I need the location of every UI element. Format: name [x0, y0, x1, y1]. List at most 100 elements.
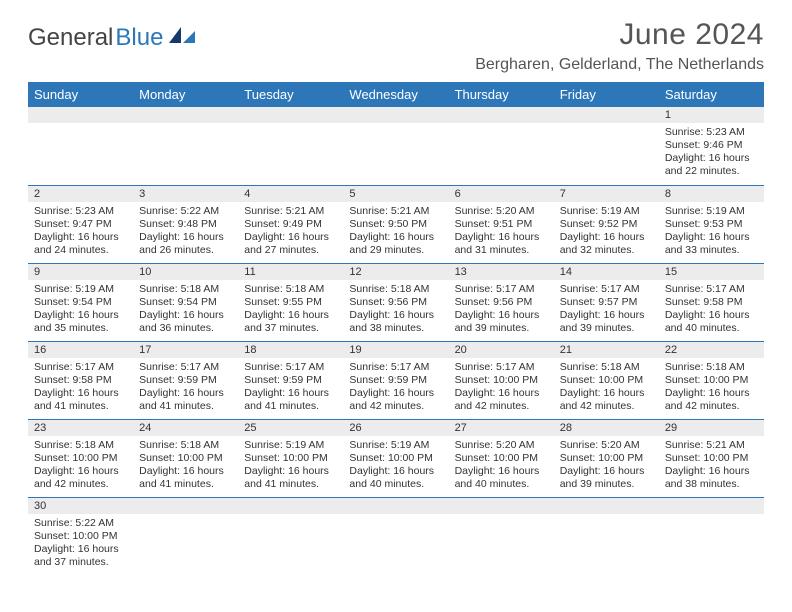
calendar-day-cell: 20Sunrise: 5:17 AMSunset: 10:00 PMDaylig…: [449, 341, 554, 419]
day-details: Sunrise: 5:21 AMSunset: 9:50 PMDaylight:…: [343, 202, 448, 262]
calendar-day-cell: [28, 107, 133, 185]
day-details: Sunrise: 5:17 AMSunset: 9:59 PMDaylight:…: [238, 358, 343, 418]
day-details: Sunrise: 5:18 AMSunset: 10:00 PMDaylight…: [28, 436, 133, 496]
calendar-day-cell: 6Sunrise: 5:20 AMSunset: 9:51 PMDaylight…: [449, 185, 554, 263]
calendar-day-cell: 18Sunrise: 5:17 AMSunset: 9:59 PMDayligh…: [238, 341, 343, 419]
day-details: Sunrise: 5:17 AMSunset: 10:00 PMDaylight…: [449, 358, 554, 418]
day-number: 10: [133, 264, 238, 280]
day-number: 25: [238, 420, 343, 436]
day-details: Sunrise: 5:20 AMSunset: 10:00 PMDaylight…: [449, 436, 554, 496]
day-number: [28, 107, 133, 123]
day-header: Tuesday: [238, 82, 343, 107]
day-number: 11: [238, 264, 343, 280]
day-header-row: Sunday Monday Tuesday Wednesday Thursday…: [28, 82, 764, 107]
day-number: [133, 498, 238, 514]
calendar-day-cell: 26Sunrise: 5:19 AMSunset: 10:00 PMDaylig…: [343, 419, 448, 497]
day-details: Sunrise: 5:19 AMSunset: 10:00 PMDaylight…: [343, 436, 448, 496]
day-details: [343, 514, 448, 570]
day-number: [343, 107, 448, 123]
day-details: [554, 123, 659, 179]
calendar-day-cell: 13Sunrise: 5:17 AMSunset: 9:56 PMDayligh…: [449, 263, 554, 341]
calendar-week-row: 2Sunrise: 5:23 AMSunset: 9:47 PMDaylight…: [28, 185, 764, 263]
calendar-day-cell: [343, 497, 448, 575]
day-number: 24: [133, 420, 238, 436]
day-number: 1: [659, 107, 764, 123]
day-number: 29: [659, 420, 764, 436]
calendar-week-row: 16Sunrise: 5:17 AMSunset: 9:58 PMDayligh…: [28, 341, 764, 419]
day-header: Friday: [554, 82, 659, 107]
calendar-day-cell: 23Sunrise: 5:18 AMSunset: 10:00 PMDaylig…: [28, 419, 133, 497]
day-details: [343, 123, 448, 179]
day-details: Sunrise: 5:18 AMSunset: 9:55 PMDaylight:…: [238, 280, 343, 340]
calendar-day-cell: 5Sunrise: 5:21 AMSunset: 9:50 PMDaylight…: [343, 185, 448, 263]
day-details: [28, 123, 133, 179]
calendar-day-cell: 2Sunrise: 5:23 AMSunset: 9:47 PMDaylight…: [28, 185, 133, 263]
day-number: [554, 107, 659, 123]
title-block: June 2024 Bergharen, Gelderland, The Net…: [475, 18, 764, 74]
day-number: 6: [449, 186, 554, 202]
day-number: 2: [28, 186, 133, 202]
day-details: [554, 514, 659, 570]
day-number: 18: [238, 342, 343, 358]
day-number: 27: [449, 420, 554, 436]
calendar-day-cell: 25Sunrise: 5:19 AMSunset: 10:00 PMDaylig…: [238, 419, 343, 497]
calendar-day-cell: [238, 497, 343, 575]
day-details: Sunrise: 5:19 AMSunset: 9:52 PMDaylight:…: [554, 202, 659, 262]
day-number: [238, 107, 343, 123]
calendar-day-cell: [449, 497, 554, 575]
day-details: Sunrise: 5:18 AMSunset: 10:00 PMDaylight…: [133, 436, 238, 496]
day-header: Monday: [133, 82, 238, 107]
day-details: Sunrise: 5:23 AMSunset: 9:46 PMDaylight:…: [659, 123, 764, 183]
brand-part2: Blue: [115, 24, 163, 52]
day-number: [449, 107, 554, 123]
day-number: 19: [343, 342, 448, 358]
day-number: 23: [28, 420, 133, 436]
day-details: Sunrise: 5:21 AMSunset: 9:49 PMDaylight:…: [238, 202, 343, 262]
calendar-week-row: 30Sunrise: 5:22 AMSunset: 10:00 PMDaylig…: [28, 497, 764, 575]
sail-icon: [167, 25, 197, 45]
calendar-week-row: 1Sunrise: 5:23 AMSunset: 9:46 PMDaylight…: [28, 107, 764, 185]
day-details: Sunrise: 5:19 AMSunset: 9:54 PMDaylight:…: [28, 280, 133, 340]
day-header: Saturday: [659, 82, 764, 107]
calendar-body: 1Sunrise: 5:23 AMSunset: 9:46 PMDaylight…: [28, 107, 764, 575]
day-details: Sunrise: 5:17 AMSunset: 9:56 PMDaylight:…: [449, 280, 554, 340]
calendar-day-cell: 24Sunrise: 5:18 AMSunset: 10:00 PMDaylig…: [133, 419, 238, 497]
day-details: [659, 514, 764, 570]
calendar-day-cell: 8Sunrise: 5:19 AMSunset: 9:53 PMDaylight…: [659, 185, 764, 263]
calendar-day-cell: 9Sunrise: 5:19 AMSunset: 9:54 PMDaylight…: [28, 263, 133, 341]
calendar-table: Sunday Monday Tuesday Wednesday Thursday…: [28, 82, 764, 575]
day-details: [238, 123, 343, 179]
calendar-day-cell: 28Sunrise: 5:20 AMSunset: 10:00 PMDaylig…: [554, 419, 659, 497]
day-details: [238, 514, 343, 570]
location-text: Bergharen, Gelderland, The Netherlands: [475, 56, 764, 74]
day-number: 7: [554, 186, 659, 202]
day-number: 16: [28, 342, 133, 358]
day-number: 9: [28, 264, 133, 280]
day-details: Sunrise: 5:22 AMSunset: 10:00 PMDaylight…: [28, 514, 133, 574]
calendar-day-cell: 14Sunrise: 5:17 AMSunset: 9:57 PMDayligh…: [554, 263, 659, 341]
day-number: [449, 498, 554, 514]
calendar-day-cell: 19Sunrise: 5:17 AMSunset: 9:59 PMDayligh…: [343, 341, 448, 419]
day-number: 20: [449, 342, 554, 358]
day-number: [343, 498, 448, 514]
day-number: 14: [554, 264, 659, 280]
calendar-day-cell: 4Sunrise: 5:21 AMSunset: 9:49 PMDaylight…: [238, 185, 343, 263]
day-number: 17: [133, 342, 238, 358]
calendar-day-cell: 22Sunrise: 5:18 AMSunset: 10:00 PMDaylig…: [659, 341, 764, 419]
calendar-day-cell: 16Sunrise: 5:17 AMSunset: 9:58 PMDayligh…: [28, 341, 133, 419]
day-details: Sunrise: 5:17 AMSunset: 9:58 PMDaylight:…: [659, 280, 764, 340]
calendar-day-cell: 27Sunrise: 5:20 AMSunset: 10:00 PMDaylig…: [449, 419, 554, 497]
day-number: 15: [659, 264, 764, 280]
day-number: 5: [343, 186, 448, 202]
brand-logo: GeneralBlue: [28, 18, 197, 52]
day-details: Sunrise: 5:18 AMSunset: 10:00 PMDaylight…: [554, 358, 659, 418]
day-number: 8: [659, 186, 764, 202]
header: GeneralBlue June 2024 Bergharen, Gelderl…: [28, 18, 764, 74]
day-details: Sunrise: 5:18 AMSunset: 9:56 PMDaylight:…: [343, 280, 448, 340]
calendar-day-cell: 3Sunrise: 5:22 AMSunset: 9:48 PMDaylight…: [133, 185, 238, 263]
month-title: June 2024: [475, 18, 764, 52]
calendar-day-cell: 11Sunrise: 5:18 AMSunset: 9:55 PMDayligh…: [238, 263, 343, 341]
calendar-day-cell: 15Sunrise: 5:17 AMSunset: 9:58 PMDayligh…: [659, 263, 764, 341]
calendar-day-cell: 12Sunrise: 5:18 AMSunset: 9:56 PMDayligh…: [343, 263, 448, 341]
day-number: 22: [659, 342, 764, 358]
